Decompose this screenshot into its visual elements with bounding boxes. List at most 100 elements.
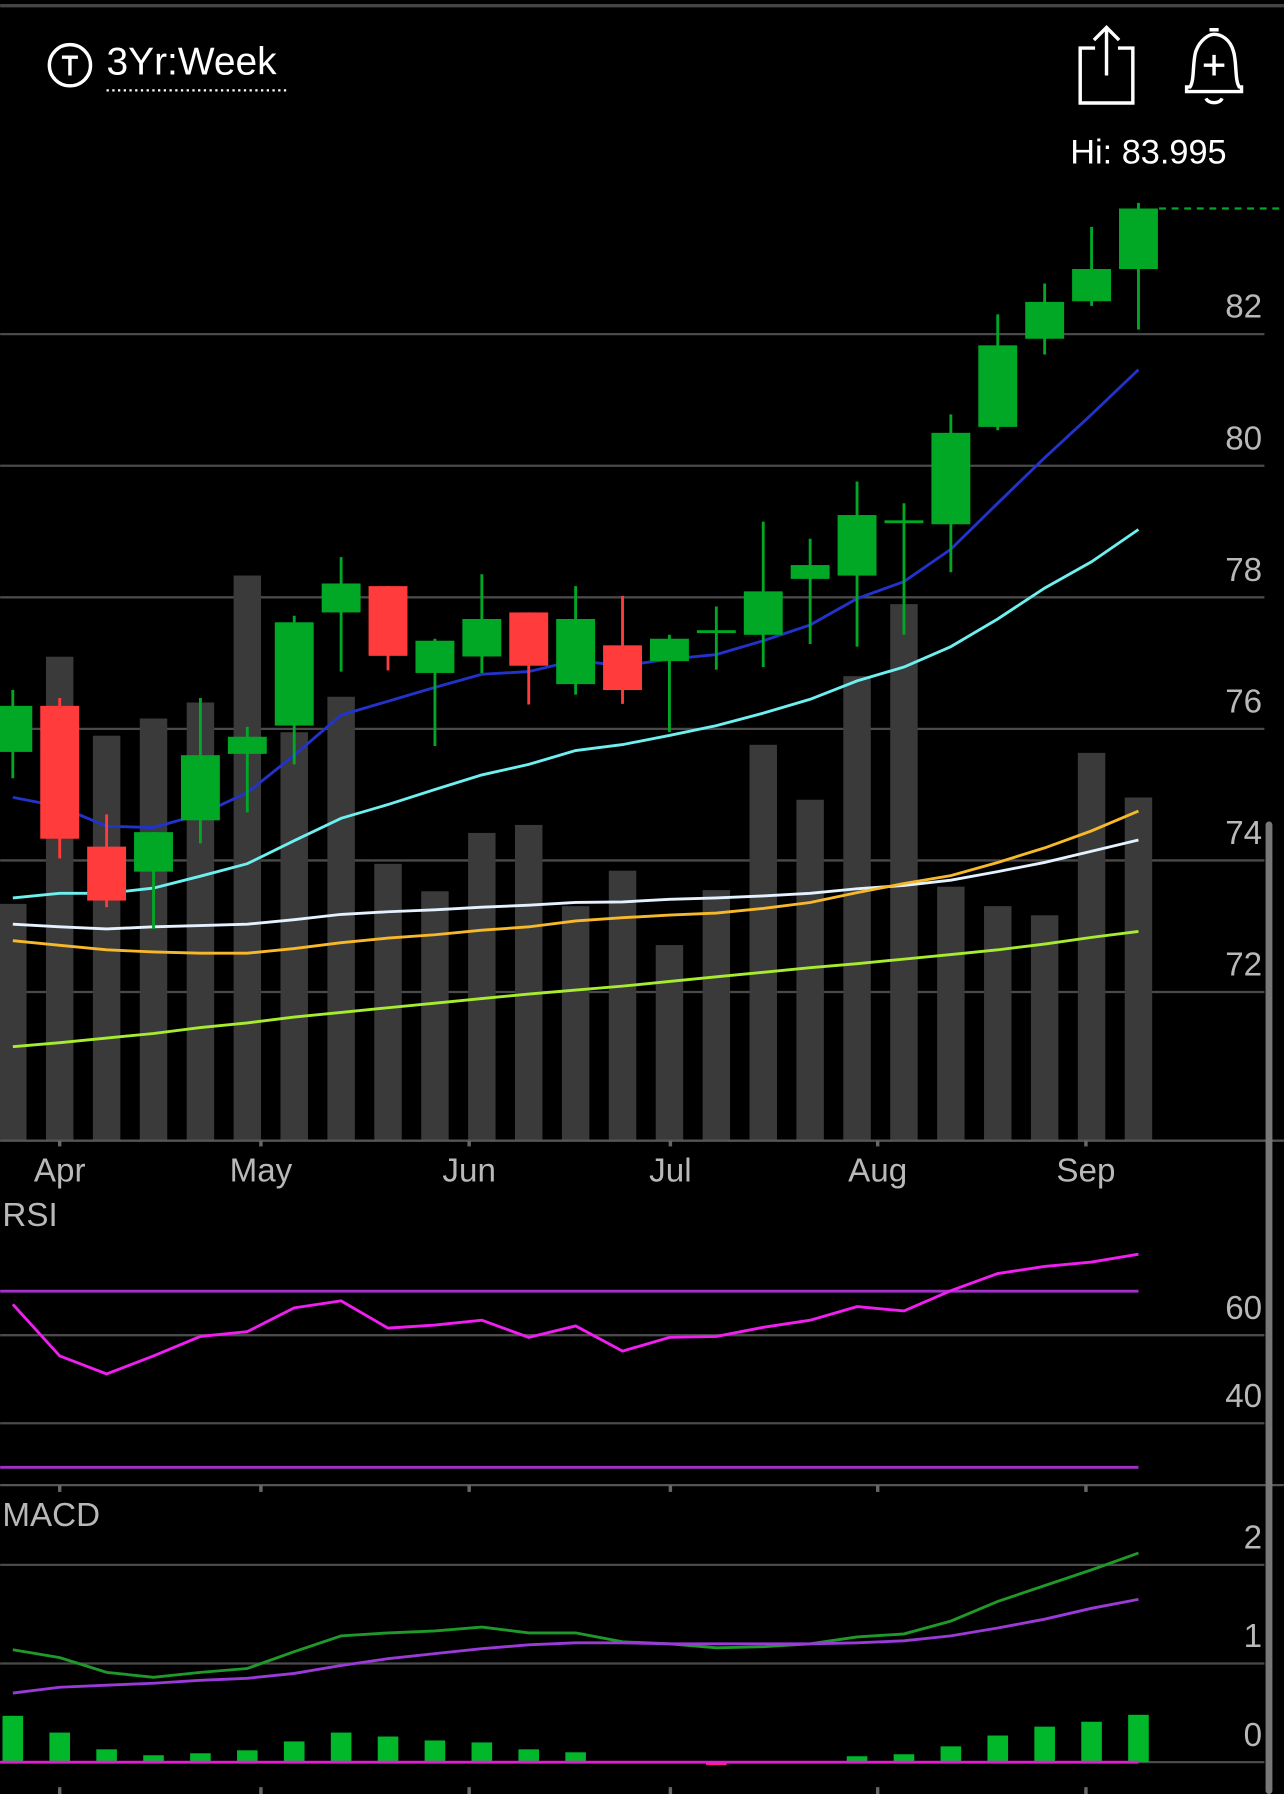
bell-detail bbox=[1203, 28, 1225, 105]
moving-average bbox=[12, 809, 1139, 955]
volume-bar bbox=[796, 799, 824, 1141]
range-icon bbox=[47, 42, 93, 88]
y-tick-label: 60 bbox=[1225, 1290, 1262, 1327]
y-tick-label: 2 bbox=[1244, 1519, 1262, 1556]
share-button[interactable] bbox=[1078, 25, 1135, 105]
histogram-bar bbox=[330, 1732, 352, 1763]
volume-bar bbox=[937, 886, 965, 1141]
rsi-line bbox=[11, 1252, 1139, 1376]
candle-body bbox=[462, 619, 502, 657]
histogram-bar bbox=[471, 1742, 493, 1763]
histogram-bar bbox=[893, 1754, 915, 1763]
candle-body bbox=[790, 565, 830, 579]
candle-body bbox=[1072, 269, 1112, 302]
share-arrow bbox=[1092, 25, 1121, 76]
candle-body bbox=[321, 583, 361, 613]
candle-body bbox=[931, 432, 971, 525]
candle-body bbox=[884, 520, 924, 524]
candle-body bbox=[368, 586, 408, 656]
y-tick-label: 0 bbox=[1244, 1717, 1262, 1754]
candle-body bbox=[415, 640, 455, 673]
volume-bar bbox=[468, 832, 496, 1141]
x-tick-label: Aug bbox=[848, 1153, 907, 1190]
volume-bar bbox=[702, 890, 731, 1141]
y-tick-label: 40 bbox=[1225, 1378, 1262, 1415]
volume-bar bbox=[561, 906, 590, 1141]
histogram-bar bbox=[565, 1752, 586, 1763]
macd-title: MACD bbox=[2, 1497, 100, 1534]
histogram-bar bbox=[1081, 1721, 1102, 1763]
high-label: Hi: 83.995 bbox=[1070, 134, 1226, 172]
volume-bar bbox=[843, 676, 871, 1141]
histogram-bar bbox=[1128, 1714, 1149, 1763]
x-tick-label: Jun bbox=[442, 1153, 495, 1190]
x-tick-label: May bbox=[230, 1153, 293, 1190]
volume-bar bbox=[655, 945, 684, 1141]
histogram-bar bbox=[518, 1749, 540, 1763]
histogram-bar bbox=[190, 1753, 211, 1763]
y-tick-label: 1 bbox=[1244, 1618, 1262, 1655]
range-selector[interactable]: 3Yr:Week bbox=[47, 40, 287, 92]
candle-body bbox=[743, 591, 783, 635]
volume-bar bbox=[92, 735, 121, 1141]
histogram-bar bbox=[143, 1755, 164, 1763]
volume-bar bbox=[280, 732, 308, 1141]
histogram-bar bbox=[846, 1756, 868, 1763]
volume-bar bbox=[515, 824, 543, 1141]
y-tick-label: 76 bbox=[1225, 683, 1262, 720]
candle-body bbox=[696, 630, 736, 634]
moving-average bbox=[12, 528, 1140, 900]
x-tick-label: Apr bbox=[34, 1153, 86, 1190]
macd-line bbox=[12, 1597, 1139, 1695]
y-tick-label: 82 bbox=[1225, 289, 1262, 326]
histogram-bar bbox=[987, 1735, 1009, 1763]
candle-body bbox=[274, 622, 314, 726]
histogram-bar bbox=[1034, 1726, 1055, 1763]
candle-body bbox=[603, 645, 642, 691]
macd-line bbox=[12, 1551, 1139, 1679]
y-tick-label: 72 bbox=[1225, 947, 1262, 984]
volume-bar bbox=[1030, 915, 1059, 1141]
histogram-bar bbox=[424, 1740, 446, 1763]
x-tick-label: Jul bbox=[649, 1153, 691, 1190]
candle-body bbox=[40, 705, 80, 839]
scrollbar[interactable] bbox=[1265, 821, 1273, 1794]
candle-body bbox=[1119, 208, 1158, 270]
candle-body bbox=[1025, 301, 1065, 339]
alert-button[interactable] bbox=[1184, 28, 1244, 105]
candle-body bbox=[227, 736, 267, 754]
share-box bbox=[1078, 46, 1135, 105]
bell bbox=[1184, 32, 1244, 94]
histogram-bar bbox=[2, 1715, 24, 1763]
histogram-bar bbox=[940, 1746, 962, 1763]
candle-body bbox=[180, 755, 220, 821]
candle-body bbox=[509, 612, 549, 666]
candle-body bbox=[134, 832, 173, 872]
y-tick-label: 74 bbox=[1225, 815, 1262, 852]
volume-bar bbox=[139, 718, 168, 1141]
candle-body bbox=[556, 619, 596, 685]
y-tick-label: 80 bbox=[1225, 420, 1262, 457]
volume-bar bbox=[327, 696, 355, 1141]
histogram-bar bbox=[49, 1732, 71, 1763]
volume-bar bbox=[749, 744, 777, 1141]
candle-body bbox=[978, 345, 1018, 427]
volume-bar bbox=[984, 906, 1012, 1141]
volume-bar bbox=[608, 870, 637, 1141]
volume-bar bbox=[890, 604, 918, 1141]
y-tick-label: 78 bbox=[1225, 552, 1262, 589]
candle-body bbox=[87, 846, 127, 901]
histogram-bar bbox=[706, 1762, 727, 1766]
volume-bar bbox=[1077, 752, 1106, 1141]
candle-body bbox=[649, 638, 689, 662]
range-icon-glyph bbox=[61, 55, 78, 76]
histogram-bar bbox=[283, 1741, 305, 1763]
candle-body bbox=[837, 515, 877, 576]
volume-bar bbox=[1124, 797, 1153, 1141]
volume-bar bbox=[0, 903, 27, 1141]
range-label[interactable]: 3Yr:Week bbox=[107, 40, 278, 83]
volume-bar bbox=[421, 891, 449, 1141]
moving-average bbox=[12, 930, 1139, 1049]
